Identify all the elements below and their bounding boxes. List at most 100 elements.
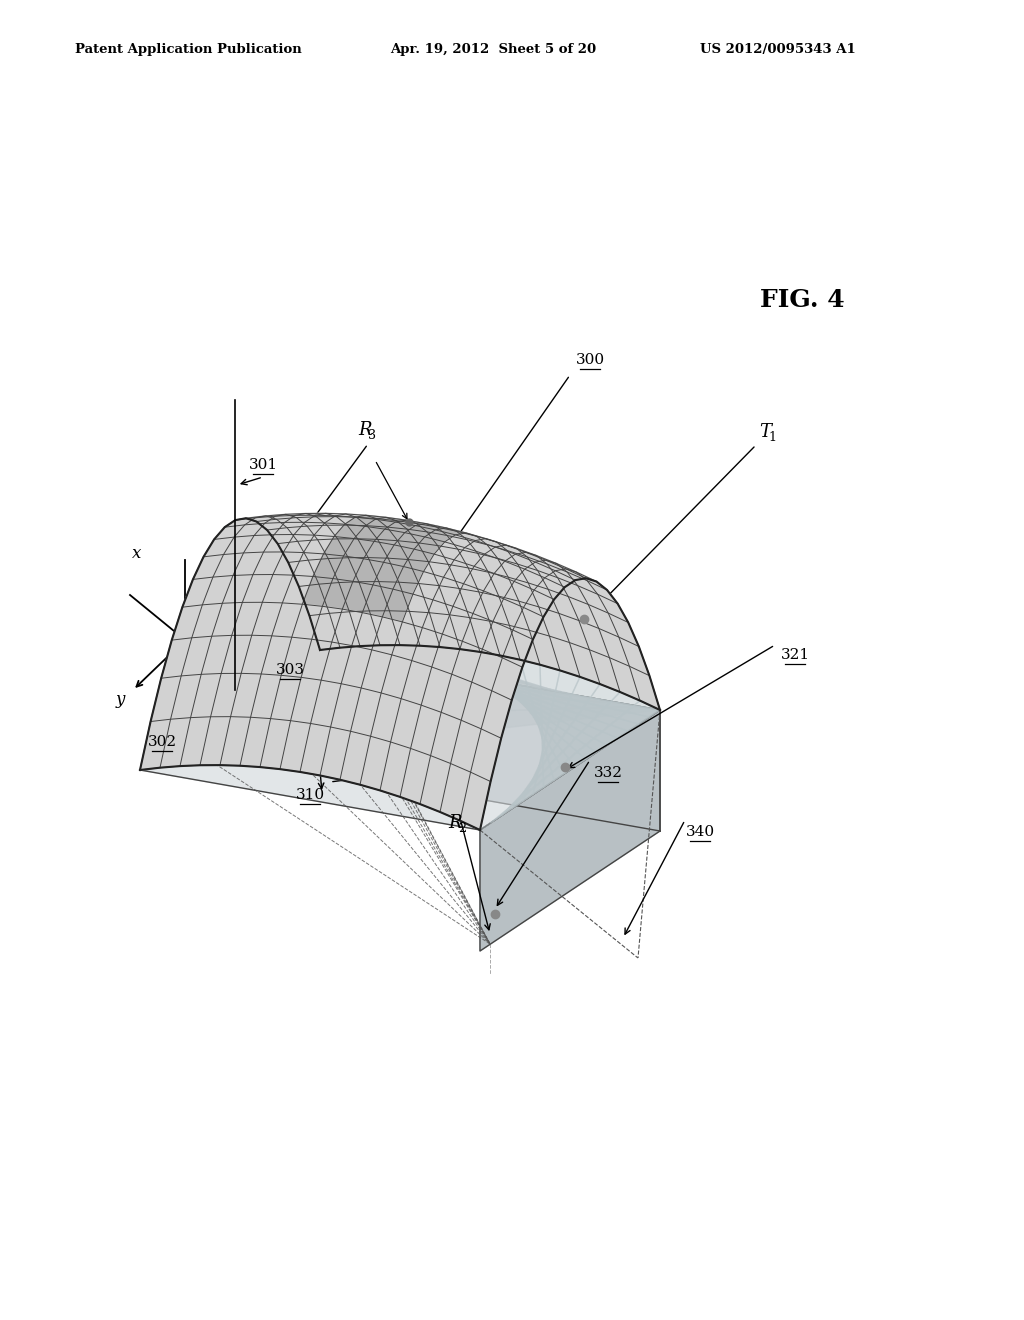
Text: R: R bbox=[358, 421, 372, 440]
Polygon shape bbox=[306, 513, 337, 516]
Polygon shape bbox=[598, 594, 629, 623]
Polygon shape bbox=[380, 742, 411, 797]
Polygon shape bbox=[460, 772, 490, 830]
Polygon shape bbox=[384, 545, 414, 566]
Polygon shape bbox=[286, 513, 316, 517]
Text: 303: 303 bbox=[275, 663, 304, 677]
Polygon shape bbox=[464, 566, 495, 591]
Polygon shape bbox=[392, 622, 422, 660]
Polygon shape bbox=[335, 513, 366, 517]
Polygon shape bbox=[341, 645, 372, 688]
Polygon shape bbox=[294, 523, 325, 535]
Polygon shape bbox=[333, 556, 364, 581]
Polygon shape bbox=[280, 721, 310, 772]
Polygon shape bbox=[527, 557, 558, 578]
Polygon shape bbox=[587, 581, 617, 603]
Text: 302: 302 bbox=[147, 735, 176, 748]
Polygon shape bbox=[537, 556, 567, 572]
Polygon shape bbox=[388, 558, 419, 583]
Polygon shape bbox=[352, 612, 382, 649]
Text: 300: 300 bbox=[575, 352, 604, 367]
Polygon shape bbox=[220, 717, 251, 766]
Polygon shape bbox=[266, 515, 297, 519]
Polygon shape bbox=[618, 638, 649, 676]
Polygon shape bbox=[547, 564, 578, 586]
Polygon shape bbox=[473, 591, 504, 622]
Polygon shape bbox=[568, 597, 599, 628]
Polygon shape bbox=[507, 550, 538, 570]
Polygon shape bbox=[182, 577, 213, 607]
Polygon shape bbox=[476, 536, 507, 550]
Polygon shape bbox=[373, 562, 403, 589]
Polygon shape bbox=[240, 717, 270, 767]
Polygon shape bbox=[558, 578, 588, 605]
Polygon shape bbox=[403, 549, 434, 572]
Polygon shape bbox=[419, 583, 450, 615]
Polygon shape bbox=[342, 581, 373, 612]
Polygon shape bbox=[378, 540, 409, 560]
Polygon shape bbox=[498, 558, 528, 583]
Polygon shape bbox=[361, 649, 392, 693]
Polygon shape bbox=[254, 523, 285, 536]
Polygon shape bbox=[496, 545, 526, 554]
Polygon shape bbox=[326, 513, 356, 517]
Polygon shape bbox=[524, 562, 555, 578]
Polygon shape bbox=[180, 717, 211, 766]
Polygon shape bbox=[430, 713, 461, 763]
Polygon shape bbox=[212, 602, 243, 636]
Polygon shape bbox=[319, 648, 660, 717]
Polygon shape bbox=[301, 639, 332, 680]
Polygon shape bbox=[371, 693, 401, 742]
Polygon shape bbox=[535, 578, 564, 599]
Polygon shape bbox=[256, 521, 440, 671]
Polygon shape bbox=[532, 665, 560, 795]
Polygon shape bbox=[302, 577, 333, 606]
Polygon shape bbox=[340, 645, 649, 725]
Polygon shape bbox=[630, 667, 660, 710]
Polygon shape bbox=[460, 649, 586, 767]
Polygon shape bbox=[526, 552, 556, 564]
Polygon shape bbox=[456, 533, 485, 541]
Polygon shape bbox=[514, 569, 545, 590]
Polygon shape bbox=[297, 516, 327, 527]
Polygon shape bbox=[171, 675, 201, 719]
Polygon shape bbox=[204, 537, 234, 557]
Polygon shape bbox=[315, 513, 346, 516]
Polygon shape bbox=[428, 561, 459, 589]
Polygon shape bbox=[211, 673, 242, 717]
Polygon shape bbox=[429, 612, 460, 649]
Polygon shape bbox=[369, 557, 398, 582]
Polygon shape bbox=[327, 525, 357, 539]
Polygon shape bbox=[298, 540, 329, 560]
Polygon shape bbox=[339, 582, 370, 611]
Polygon shape bbox=[459, 589, 489, 622]
Polygon shape bbox=[472, 649, 503, 690]
Polygon shape bbox=[444, 535, 475, 548]
Polygon shape bbox=[274, 523, 305, 535]
Polygon shape bbox=[487, 545, 518, 564]
Polygon shape bbox=[190, 673, 221, 718]
Polygon shape bbox=[372, 616, 402, 655]
Polygon shape bbox=[516, 548, 547, 564]
Polygon shape bbox=[330, 611, 360, 648]
Polygon shape bbox=[253, 552, 284, 574]
Polygon shape bbox=[236, 519, 480, 678]
Polygon shape bbox=[263, 535, 294, 552]
Polygon shape bbox=[245, 516, 275, 525]
Polygon shape bbox=[270, 676, 301, 721]
Polygon shape bbox=[161, 638, 191, 678]
Polygon shape bbox=[474, 554, 505, 573]
Polygon shape bbox=[307, 525, 338, 540]
Polygon shape bbox=[251, 675, 282, 718]
Polygon shape bbox=[389, 611, 420, 645]
Polygon shape bbox=[360, 645, 639, 731]
Polygon shape bbox=[508, 577, 539, 607]
Polygon shape bbox=[182, 579, 580, 696]
Polygon shape bbox=[308, 558, 339, 585]
Polygon shape bbox=[246, 519, 460, 675]
Text: 2: 2 bbox=[458, 821, 466, 834]
Polygon shape bbox=[310, 680, 341, 727]
Polygon shape bbox=[480, 710, 660, 950]
Polygon shape bbox=[469, 618, 500, 656]
Polygon shape bbox=[503, 630, 532, 667]
